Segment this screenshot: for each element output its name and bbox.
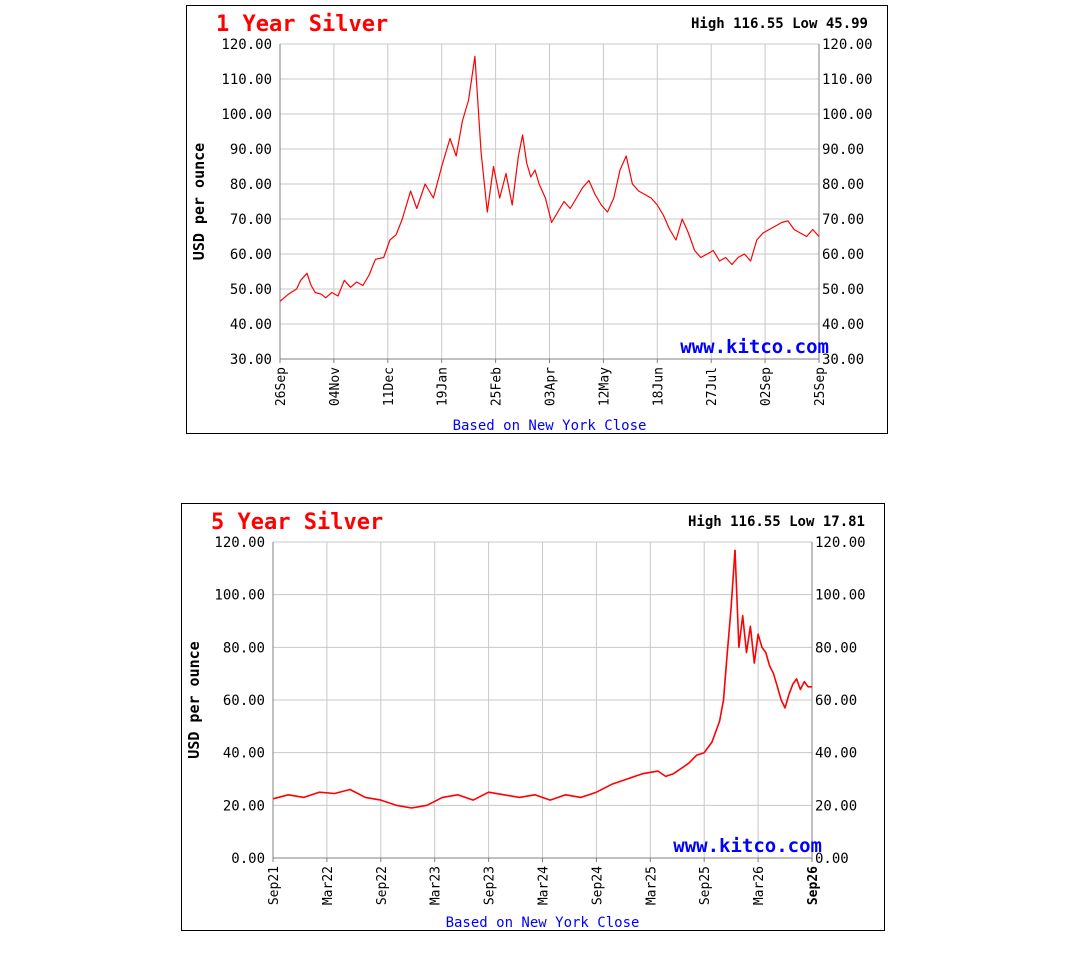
y-tick-label-left: 0.00	[231, 851, 265, 867]
y-tick-label-right: 40.00	[815, 746, 857, 762]
x-tick-label: Sep22	[375, 866, 390, 905]
y-tick-label-right: 70.00	[822, 212, 864, 228]
y-tick-label-left: 40.00	[230, 317, 272, 333]
y-tick-label-right: 50.00	[822, 282, 864, 298]
y-tick-label-left: 40.00	[223, 746, 265, 762]
y-axis-label: USD per ounce	[185, 641, 203, 758]
y-tick-label-left: 80.00	[230, 177, 272, 193]
y-tick-label-left: 100.00	[221, 107, 272, 123]
kitco-watermark: www.kitco.com	[673, 835, 822, 857]
x-tick-label: Mar25	[644, 866, 659, 905]
high-low-label: High 116.55 Low 45.99	[691, 16, 868, 32]
one-year-silver-chart: 1 Year Silver High 116.55 Low 45.99 30.00 3…	[186, 5, 888, 434]
y-tick-label-left: 80.00	[223, 640, 265, 656]
y-tick-label-left: 120.00	[214, 535, 265, 551]
y-tick-label-left: 30.00	[230, 352, 272, 368]
chart-title: 5 Year Silver	[211, 510, 383, 535]
x-tick-label: Sep26	[806, 866, 821, 905]
x-tick-label: Sep25	[698, 866, 713, 905]
x-tick-label: Mar24	[537, 866, 552, 905]
x-tick-label: 12May	[597, 367, 612, 406]
five-year-silver-chart: 5 Year Silver High 116.55 Low 17.81 0.00 0.…	[181, 503, 885, 931]
footer-note: Based on New York Close	[446, 915, 640, 931]
y-tick-label-right: 80.00	[822, 177, 864, 193]
plot-area	[272, 541, 813, 859]
x-tick-label: 03Apr	[544, 367, 559, 406]
high-low-label: High 116.55 Low 17.81	[688, 514, 865, 530]
x-tick-label: Mar26	[752, 866, 767, 905]
x-tick-label: Mar22	[321, 866, 336, 905]
y-tick-label-right: 30.00	[822, 352, 864, 368]
y-axis-label: USD per ounce	[190, 143, 208, 260]
x-tick-label: Sep24	[590, 866, 605, 905]
y-tick-label-left: 120.00	[221, 37, 272, 53]
y-tick-label-right: 40.00	[822, 317, 864, 333]
chart-title: 1 Year Silver	[216, 12, 388, 37]
y-tick-label-left: 60.00	[223, 693, 265, 709]
y-tick-label-right: 110.00	[822, 72, 873, 88]
x-tick-label: 02Sep	[759, 367, 774, 406]
x-tick-label: 27Jul	[705, 367, 720, 406]
y-tick-label-left: 70.00	[230, 212, 272, 228]
x-tick-label: 26Sep	[274, 367, 289, 406]
x-tick-label: 11Dec	[382, 367, 397, 406]
y-tick-label-right: 60.00	[815, 693, 857, 709]
x-tick-label: 25Sep	[813, 367, 828, 406]
kitco-watermark: www.kitco.com	[680, 336, 829, 358]
y-tick-label-right: 100.00	[815, 588, 866, 604]
y-tick-label-left: 50.00	[230, 282, 272, 298]
price-series-line	[272, 549, 736, 809]
y-tick-label-left: 100.00	[214, 588, 265, 604]
y-tick-label-left: 110.00	[221, 72, 272, 88]
plot-area	[279, 43, 820, 360]
x-tick-label: 04Nov	[328, 367, 343, 406]
y-tick-label-right: 100.00	[822, 107, 873, 123]
y-tick-label-right: 60.00	[822, 247, 864, 263]
x-tick-label: 25Feb	[490, 367, 505, 406]
x-tick-label: Mar23	[429, 866, 444, 905]
x-tick-label: Sep21	[267, 866, 282, 905]
y-tick-label-right: 80.00	[815, 640, 857, 656]
y-tick-label-right: 20.00	[815, 798, 857, 814]
x-tick-label: Sep23	[483, 866, 498, 905]
y-tick-label-left: 60.00	[230, 247, 272, 263]
price-series-line	[734, 549, 812, 709]
y-tick-label-right: 0.00	[815, 851, 849, 867]
y-tick-label-left: 90.00	[230, 142, 272, 158]
footer-note: Based on New York Close	[453, 418, 647, 434]
y-tick-label-right: 120.00	[815, 535, 866, 551]
price-series-line	[279, 55, 820, 302]
y-tick-label-right: 90.00	[822, 142, 864, 158]
y-tick-label-right: 120.00	[822, 37, 873, 53]
x-tick-label: 18Jun	[651, 367, 666, 406]
x-tick-label: 19Jan	[436, 367, 451, 406]
y-tick-label-left: 20.00	[223, 798, 265, 814]
